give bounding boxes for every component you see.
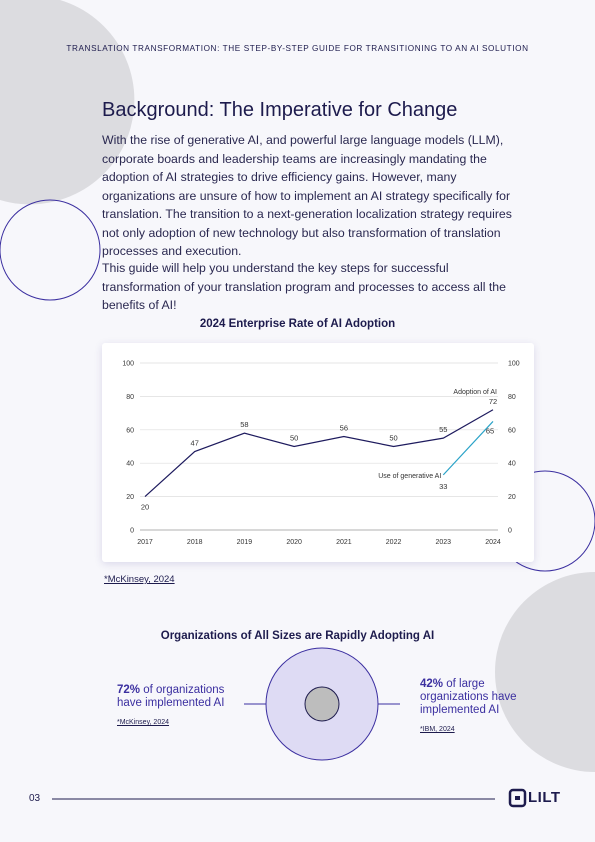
chart-source: *McKinsey, 2024 [104, 574, 175, 585]
series-line [144, 409, 494, 498]
logo-icon [508, 788, 527, 808]
y-tick-label: 0 [130, 528, 134, 535]
y-tick-label: 60 [126, 427, 134, 434]
y-tick-label: 40 [126, 461, 134, 468]
value-label: 72 [489, 397, 497, 406]
value-label: 55 [439, 425, 447, 434]
x-tick-label: 2022 [386, 539, 402, 546]
decor-ring [0, 199, 101, 301]
stat-source: *IBM, 2024 [420, 726, 455, 733]
value-label: 65 [486, 426, 494, 435]
x-tick-label: 2023 [435, 539, 451, 546]
stat-text: of large organizations have implemented … [420, 678, 517, 716]
logo-text: LILT [528, 789, 561, 806]
value-label: 50 [389, 434, 397, 443]
stat-value: 72% [117, 684, 141, 696]
header-title: TRANSLATION TRANSFORMATION: THE STEP-BY-… [66, 44, 529, 53]
x-tick-label: 2019 [237, 539, 253, 546]
section-title: Organizations of All Sizes are Rapidly A… [160, 630, 435, 642]
page-number: 03 [29, 793, 41, 804]
stat-source: *McKinsey, 2024 [117, 719, 170, 726]
paragraph: This guide will help you understand the … [102, 261, 506, 312]
y2-tick-label: 60 [508, 427, 516, 434]
y-tick-label: 100 [122, 361, 134, 368]
y2-tick-label: 40 [508, 461, 516, 468]
chart-card [102, 343, 534, 562]
value-label: 50 [290, 434, 298, 443]
value-label: 58 [240, 420, 248, 429]
stat-value: 42% [420, 678, 444, 690]
y-tick-label: 80 [126, 394, 134, 401]
stat-text: of organizations have implemented AI [117, 684, 225, 709]
chart-title: 2024 Enterprise Rate of AI Adoption [199, 318, 396, 330]
x-tick-label: 2021 [336, 539, 352, 546]
y2-tick-label: 80 [508, 394, 516, 401]
y2-tick-label: 0 [508, 528, 512, 535]
heading: Background: The Imperative for Change [102, 99, 458, 121]
series-label: Adoption of AI [453, 389, 497, 396]
series-label: Use of generative AI [378, 473, 441, 480]
logo-icon [515, 796, 520, 800]
decor-shape [0, 0, 135, 205]
x-tick-label: 2020 [286, 539, 302, 546]
x-tick-label: 2018 [187, 539, 203, 546]
decor-shape [495, 572, 595, 772]
value-label: 33 [439, 482, 447, 491]
source-link: *McKinsey, 2024 [104, 574, 175, 585]
x-tick-label: 2024 [485, 539, 501, 546]
stat: 72% of organizations have implemented AI… [117, 684, 237, 729]
y2-tick-label: 100 [508, 361, 520, 368]
y-tick-label: 20 [126, 494, 134, 501]
diagram-core [304, 686, 340, 722]
value-label: 47 [191, 439, 199, 448]
stat: 42% of large organizations have implemen… [420, 678, 530, 736]
y2-tick-label: 20 [508, 494, 516, 501]
value-label: 56 [340, 423, 348, 432]
series-line [442, 421, 494, 476]
value-label: 20 [141, 503, 149, 512]
x-tick-label: 2017 [137, 539, 153, 546]
paragraph: With the rise of generative AI, and powe… [102, 133, 512, 258]
